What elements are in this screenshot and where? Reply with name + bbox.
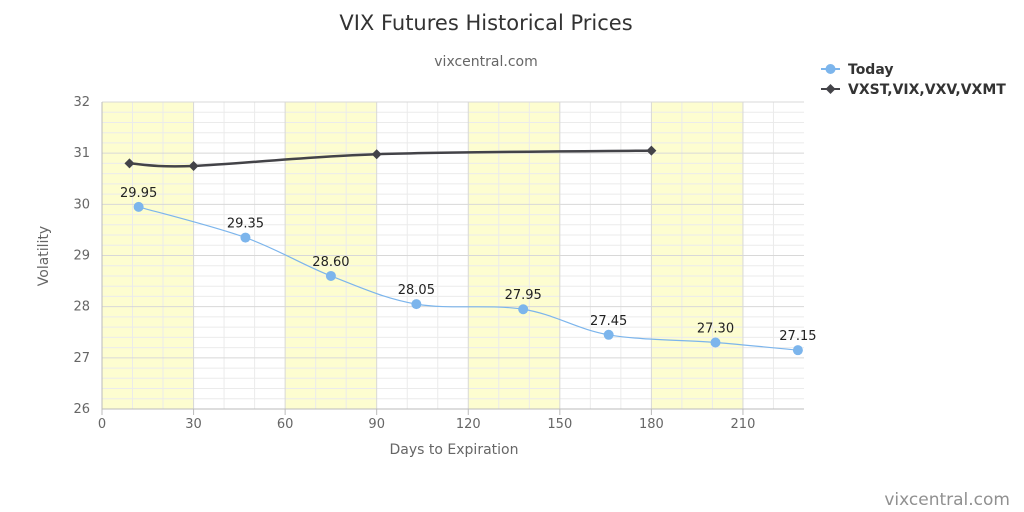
y-tick-labels: 26 27 28 29 30 31 32 <box>73 95 90 417</box>
data-label-0-7: 27.15 <box>779 329 816 344</box>
data-point-0-1 <box>240 232 251 243</box>
series-1 <box>124 145 657 171</box>
data-label-0-5: 27.45 <box>590 314 627 329</box>
credit-watermark: vixcentral.com <box>884 490 1010 510</box>
data-point-1-3 <box>646 145 657 156</box>
data-point-1-2 <box>371 149 382 160</box>
x-tick-label-180: 180 <box>639 417 664 432</box>
data-point-1-1 <box>188 160 199 171</box>
x-tick-label-90: 90 <box>368 417 385 432</box>
legend-item-today[interactable]: Today <box>821 62 893 78</box>
y-tick-label-26: 26 <box>73 402 90 417</box>
y-axis-title: Volatility <box>36 226 52 286</box>
chart-subtitle: vixcentral.com <box>434 54 537 70</box>
data-point-0-2 <box>325 270 336 281</box>
series-line-0 <box>138 206 798 351</box>
y-tick-label-27: 27 <box>73 351 90 366</box>
data-point-0-3 <box>411 299 422 310</box>
data-label-0-0: 29.95 <box>120 186 157 201</box>
data-label-0-2: 28.60 <box>312 255 349 270</box>
x-tick-label-0: 0 <box>98 417 106 432</box>
series-line-1 <box>129 149 652 168</box>
legend-label-term-structure: VXST,VIX,VXV,VXMT <box>848 82 1006 98</box>
x-tick-label-210: 210 <box>731 417 756 432</box>
data-point-0-5 <box>603 329 614 340</box>
data-point-0-4 <box>518 304 529 315</box>
series-layer: 29.95 29.35 28.60 28.05 27.95 27.45 27.30 27.15 <box>120 145 817 356</box>
data-label-0-3: 28.05 <box>398 283 435 298</box>
y-tick-label-32: 32 <box>73 95 90 110</box>
legend-marker-today <box>825 64 836 74</box>
x-tick-label-120: 120 <box>456 417 481 432</box>
data-label-0-4: 27.95 <box>505 288 542 303</box>
data-point-0-7 <box>792 345 803 356</box>
data-point-0-0 <box>133 201 144 212</box>
axes <box>101 102 804 410</box>
y-tick-label-29: 29 <box>73 249 90 264</box>
legend-label-today: Today <box>848 62 893 78</box>
data-label-0-6: 27.30 <box>697 321 734 336</box>
legend-marker-term-structure <box>825 84 836 94</box>
y-tick-label-28: 28 <box>73 300 90 315</box>
y-tick-label-30: 30 <box>73 197 90 212</box>
legend: Today VXST,VIX,VXV,VXMT <box>821 62 1006 98</box>
legend-item-term-structure[interactable]: VXST,VIX,VXV,VXMT <box>821 82 1006 98</box>
chart-title: VIX Futures Historical Prices <box>339 11 632 35</box>
x-tick-label-60: 60 <box>277 417 294 432</box>
data-label-0-1: 29.35 <box>227 217 264 232</box>
series-0: 29.95 29.35 28.60 28.05 27.95 27.45 27.30 27.15 <box>120 186 817 356</box>
x-axis-title: Days to Expiration <box>390 442 519 458</box>
y-tick-label-31: 31 <box>73 146 90 161</box>
x-tick-label-30: 30 <box>185 417 202 432</box>
data-point-1-0 <box>124 158 135 169</box>
data-point-0-6 <box>710 337 721 348</box>
x-tick-label-150: 150 <box>547 417 572 432</box>
x-tick-labels: 0 30 60 90 120 150 180 210 <box>98 417 756 432</box>
